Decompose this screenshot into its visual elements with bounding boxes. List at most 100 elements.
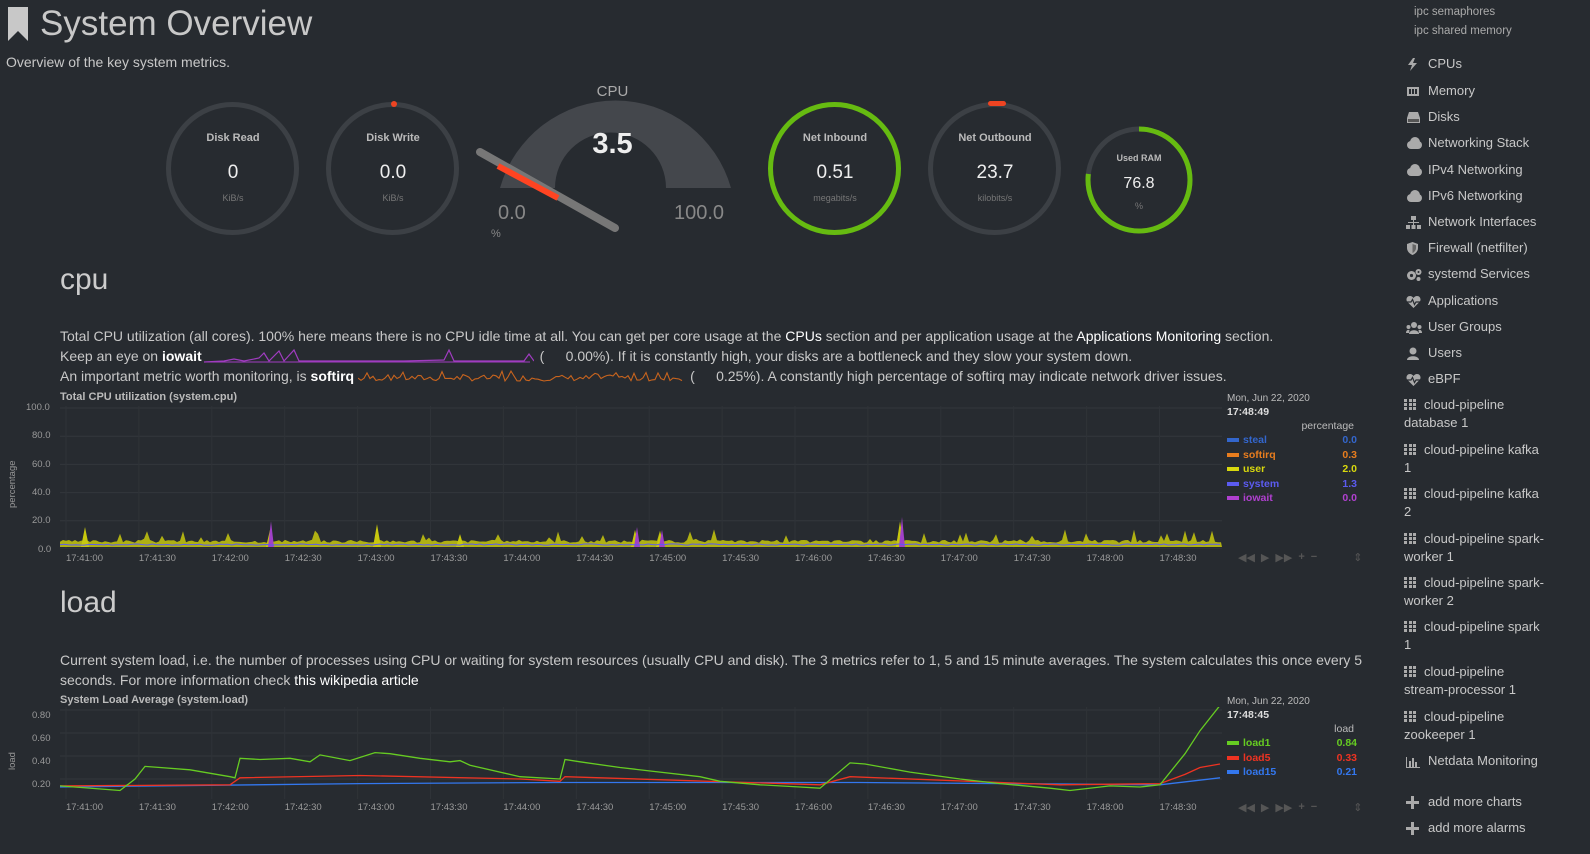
sidebar-app-label: stream-processor 1 [1404,682,1516,697]
gauge-net-inbound[interactable]: Net Inbound 0.51 megabits/s [762,96,907,241]
sidebar-item-applications[interactable]: Applications [1406,293,1578,308]
sidebar-app-item[interactable]: cloud-pipeline zookeeper 1 [1404,708,1584,744]
sidebar-item-ipv6-networking[interactable]: IPv6 Networking [1406,188,1578,203]
sidebar-subitem-ipc-shared-memory[interactable]: ipc shared memory [1414,25,1512,37]
resize-icon[interactable]: ⇕ [1353,552,1363,564]
x-tick-label: 17:44:30 [576,802,614,813]
sidebar-item-ebpf[interactable]: eBPF [1406,371,1578,386]
gauge-value: 0.51 [816,162,854,183]
load-legend-unit: load [1334,723,1354,735]
plus-icon [1406,822,1422,835]
desc-paren: ( [539,348,545,364]
series-load15 [60,777,1221,788]
sidebar-item-systemd-services[interactable]: systemd Services [1406,266,1578,281]
sidebar-item-firewall[interactable]: Firewall (netfilter) [1406,240,1578,255]
user-icon [1406,347,1422,360]
add-more-charts-link[interactable]: add more charts [1406,794,1578,809]
desc-text: Keep an eye on [60,348,162,364]
series-user-spike [456,534,464,547]
rewind-icon[interactable]: ◀◀ [1238,802,1255,814]
load-chart-title: System Load Average (system.load) [60,694,249,706]
grid-icon [1404,488,1416,499]
zoom-out-icon[interactable]: − [1310,551,1318,563]
zoom-out-icon[interactable]: − [1310,801,1318,813]
legend-value: 0.33 [1336,751,1357,764]
sidebar-app-item[interactable]: cloud-pipeline kafka 1 [1404,441,1584,477]
gauge-marker [391,101,397,107]
fast-forward-icon[interactable]: ▶▶ [1275,552,1293,564]
cpu-chart-plot[interactable] [60,406,1222,549]
grid-icon [1404,621,1416,632]
applications-monitoring-link[interactable]: Applications Monitoring [1076,328,1222,344]
gauge-cpu[interactable]: CPU 3.5 0.0 100.0 % [470,78,750,248]
sidebar-item-ipv4-networking[interactable]: IPv4 Networking [1406,162,1578,177]
rewind-icon[interactable]: ◀◀ [1238,552,1255,564]
sidebar-item-disks[interactable]: Disks [1406,109,1578,124]
sidebar-item-user-groups[interactable]: User Groups [1406,319,1578,334]
sidebar-app-item[interactable]: cloud-pipeline spark-worker 2 [1404,574,1584,610]
x-tick-label: 17:43:00 [357,553,395,564]
legend-label: softirq [1243,448,1276,461]
legend-swatch [1227,452,1239,457]
sidebar-app-item[interactable]: cloud-pipeline spark 1 [1404,618,1584,654]
sidebar-app-item[interactable]: cloud-pipeline stream-processor 1 [1404,663,1584,699]
legend-label: load1 [1243,737,1271,749]
sidebar-app-item[interactable]: cloud-pipeline database 1 [1404,396,1584,432]
gauge-disk-write[interactable]: Disk Write 0.0 KiB/s [320,96,465,241]
grid-icon [1404,666,1416,677]
gauge-net-outbound[interactable]: Net Outbound 23.7 kilobits/s [922,96,1067,241]
sidebar-item-networking-stack[interactable]: Networking Stack [1406,135,1578,150]
sidebar-item-memory[interactable]: Memory [1406,83,1578,98]
y-tick-label: 80.0 [32,430,51,441]
legend-item-load5[interactable]: load5 0.33 [1227,751,1357,765]
y-tick-label: 0.60 [32,733,51,744]
legend-item-softirq[interactable]: softirq 0.3 [1227,448,1357,462]
x-tick-label: 17:46:30 [867,802,905,813]
sidebar-subitem-ipc-semaphores[interactable]: ipc semaphores [1414,6,1496,18]
cpu-gauge-graphic [476,100,731,232]
legend-item-system[interactable]: system 1.3 [1227,477,1357,491]
wikipedia-link[interactable]: this wikipedia article [294,672,419,688]
load-chart-plot[interactable] [60,707,1222,799]
sidebar-item-label: add more alarms [1428,820,1526,835]
legend-item-iowait[interactable]: iowait 0.0 [1227,491,1357,505]
resize-icon[interactable]: ⇕ [1353,802,1363,814]
sidebar-app-item[interactable]: cloud-pipeline kafka 2 [1404,485,1584,521]
gauge-marker [988,101,1006,106]
gauge-used-ram[interactable]: Used RAM 76.8 % [1083,124,1195,236]
load-description-line-2: seconds. For more information check this… [60,670,419,690]
sitemap-icon [1406,216,1422,229]
legend-item-steal[interactable]: steal 0.0 [1227,433,1357,447]
desc-text: An important metric worth monitoring, is [60,368,311,384]
add-more-alarms-link[interactable]: add more alarms [1406,820,1578,835]
sidebar-app-item[interactable]: cloud-pipeline spark-worker 1 [1404,530,1584,566]
legend-label: system [1243,477,1280,490]
cpus-link[interactable]: CPUs [785,328,822,344]
x-tick-label: 17:42:00 [211,553,249,564]
sidebar-item-network-interfaces[interactable]: Network Interfaces [1406,214,1578,229]
y-tick-label: 20.0 [32,515,51,526]
sidebar-item-cpus[interactable]: CPUs [1406,56,1578,71]
sidebar-item-netdata-monitoring[interactable]: Netdata Monitoring [1406,753,1578,768]
play-icon[interactable]: ▶ [1260,552,1270,564]
users-icon [1406,321,1422,334]
legend-item-user[interactable]: user 2.0 [1227,462,1357,476]
y-tick-label: 60.0 [32,459,51,470]
fast-forward-icon[interactable]: ▶▶ [1275,802,1293,814]
series-user-spike [81,526,89,547]
x-tick-label: 17:45:30 [722,553,760,564]
legend-item-load1[interactable]: load1 0.84 [1227,736,1357,750]
softirq-keyword: softirq [310,368,355,384]
gauge-unit: % [491,228,501,240]
y-tick-label: 0.0 [38,544,52,555]
zoom-in-icon[interactable]: + [1298,801,1305,813]
sidebar-item-users[interactable]: Users [1406,345,1578,360]
x-tick-label: 17:47:30 [1013,553,1051,564]
gauge-disk-read[interactable]: Disk Read 0 KiB/s [160,96,305,241]
x-tick-label: 17:48:00 [1086,553,1124,564]
legend-item-load15[interactable]: load15 0.21 [1227,765,1357,779]
legend-value: 0.84 [1336,737,1357,749]
y-tick-label: 0.40 [32,756,51,767]
play-icon[interactable]: ▶ [1260,802,1270,814]
zoom-in-icon[interactable]: + [1298,551,1305,563]
